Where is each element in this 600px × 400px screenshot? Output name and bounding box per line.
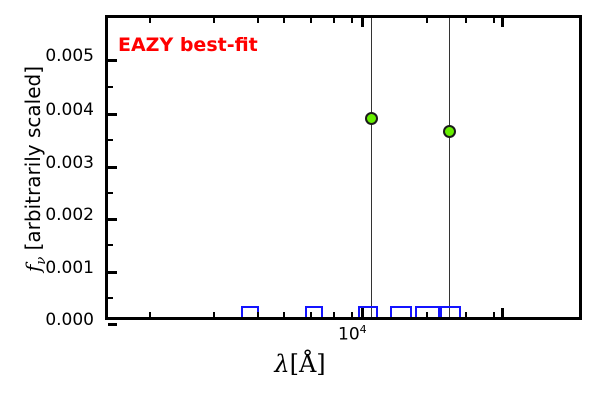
x-tick-minor-bottom <box>426 312 428 317</box>
x-tick-label-1e4: 104 <box>338 323 367 345</box>
y-axis-title-symbol: f <box>21 264 45 273</box>
filter-transmission-box <box>390 306 412 317</box>
y-tick-major <box>108 270 117 274</box>
x-axis-title-lambda: λ <box>274 350 290 378</box>
x-tick-minor-top <box>351 18 353 23</box>
plot-area[interactable] <box>105 15 582 326</box>
x-tick-minor-top <box>283 18 285 23</box>
x-tick-minor-top <box>426 18 428 23</box>
y-axis-title-subscript: ν <box>34 256 49 265</box>
x-tick-major-top <box>501 18 504 27</box>
annotation-eazy-best-fit: EAZY best-fit <box>118 34 258 56</box>
x-axis-title: λ[Å] <box>0 350 600 378</box>
y-tick-minor <box>108 296 113 299</box>
data-layer <box>108 18 579 317</box>
y-tick-minor <box>108 86 113 88</box>
y-tick-minor <box>108 244 113 247</box>
x-tick-label-mantissa: 10 <box>338 324 360 345</box>
x-tick-minor-bottom <box>283 312 285 317</box>
x-tick-major-bottom <box>361 308 364 317</box>
x-tick-minor-bottom <box>149 312 151 317</box>
x-axis-title-units: [Å] <box>289 350 326 378</box>
x-tick-minor-top <box>213 18 215 23</box>
x-tick-minor-top <box>149 18 151 23</box>
x-tick-minor-top <box>465 18 467 23</box>
y-axis-title-rest: [arbitrarily scaled] <box>21 65 45 257</box>
x-tick-major-top <box>361 18 364 27</box>
x-tick-label-exponent: 4 <box>359 323 367 336</box>
x-tick-minor-bottom <box>310 312 312 317</box>
y-tick-major <box>108 59 117 62</box>
x-tick-minor-bottom <box>333 312 335 317</box>
x-tick-minor-bottom <box>213 312 215 317</box>
x-tick-minor-top <box>333 18 335 23</box>
y-tick-major <box>108 165 117 169</box>
x-tick-minor-top <box>257 18 259 23</box>
x-tick-minor-bottom <box>465 312 467 317</box>
filter-transmission-box <box>305 306 323 317</box>
detection-vertical-line <box>371 18 372 317</box>
y-axis-title: fν [arbitrarily scaled] <box>21 4 49 334</box>
filter-transmission-box <box>358 306 378 317</box>
x-tick-minor-bottom <box>351 312 353 317</box>
filter-transmission-box <box>415 306 440 317</box>
x-tick-minor-bottom <box>257 312 259 317</box>
y-tick-major <box>108 323 117 326</box>
filter-transmission-box <box>241 306 259 317</box>
y-tick-minor <box>108 139 113 142</box>
x-tick-major-bottom <box>501 308 504 317</box>
y-tick-major <box>108 218 117 221</box>
photometry-point <box>442 124 456 138</box>
x-tick-minor-bottom <box>493 312 495 317</box>
x-tick-minor-top <box>493 18 495 23</box>
detection-vertical-line <box>449 18 450 317</box>
x-tick-minor-top <box>310 18 312 23</box>
filter-transmission-box <box>440 306 461 317</box>
photometry-point <box>364 111 378 125</box>
y-tick-minor <box>108 191 113 194</box>
y-tick-major <box>108 113 117 116</box>
